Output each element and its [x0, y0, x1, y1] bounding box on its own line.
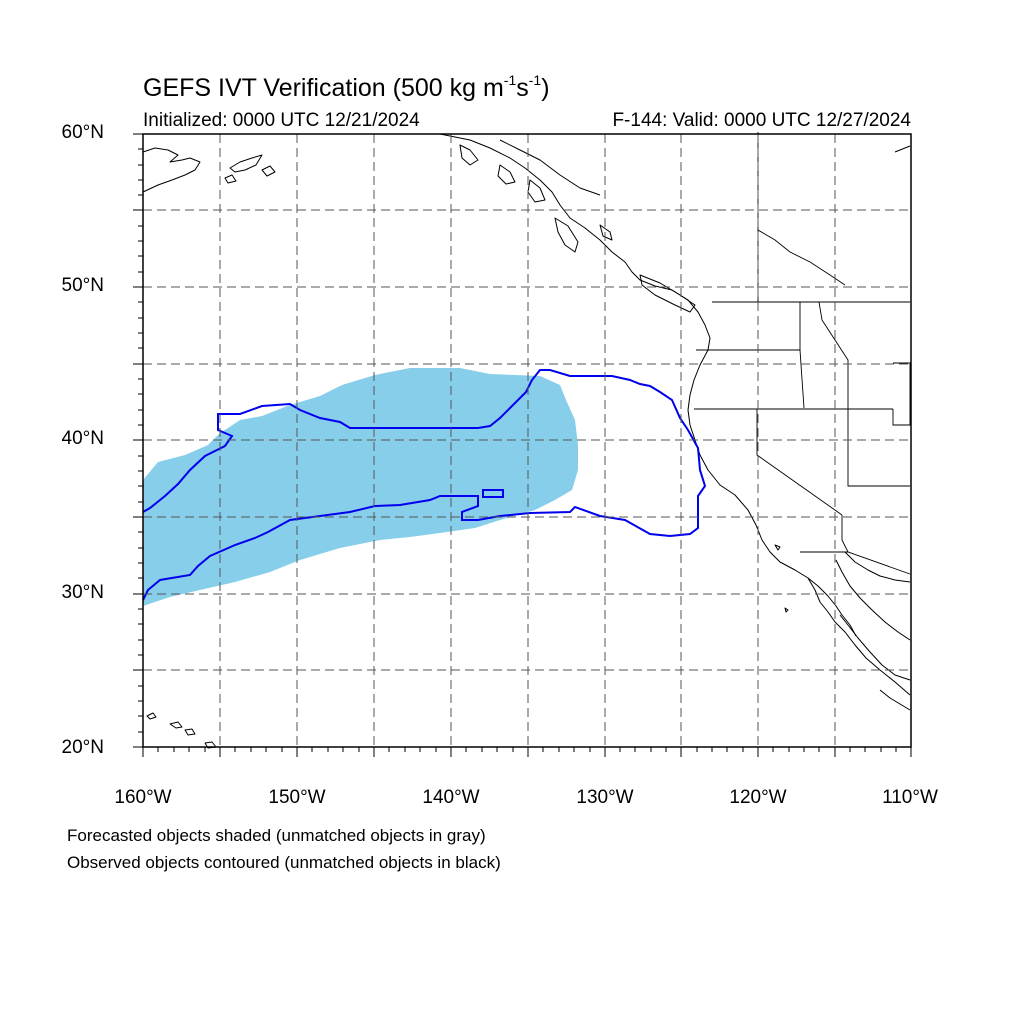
axis-ticks: [133, 133, 912, 757]
grid-lines: [143, 134, 911, 747]
observed-object-outline: [142, 369, 707, 601]
lat-label-20n: 20°N: [61, 737, 104, 758]
lon-label-150w: 150°W: [268, 787, 326, 808]
initialized-label: Initialized: 0000 UTC 12/21/2024: [143, 110, 420, 131]
lon-label-120w: 120°W: [729, 787, 787, 808]
valid-time-label: F-144: Valid: 0000 UTC 12/27/2024: [612, 110, 911, 131]
forecast-object-shading: [143, 368, 578, 606]
lon-label-130w: 130°W: [576, 787, 634, 808]
forecast-legend-note: Forecasted objects shaded (unmatched obj…: [67, 826, 486, 845]
political-borders: [694, 132, 911, 575]
lat-label-50n: 50°N: [61, 275, 104, 296]
observed-object-small: [482, 489, 504, 498]
lon-label-110w: 110°W: [882, 787, 938, 808]
lon-label-140w: 140°W: [422, 787, 480, 808]
observed-legend-note: Observed objects contoured (unmatched ob…: [67, 853, 501, 872]
lon-label-160w: 160°W: [114, 787, 172, 808]
lat-label-30n: 30°N: [61, 582, 104, 603]
lat-label-60n: 60°N: [61, 122, 104, 143]
coastlines: [142, 133, 911, 749]
observed-object-contours: [142, 369, 707, 601]
map-title: GEFS IVT Verification (500 kg m-1s-1): [143, 72, 550, 102]
lat-label-40n: 40°N: [61, 428, 104, 449]
